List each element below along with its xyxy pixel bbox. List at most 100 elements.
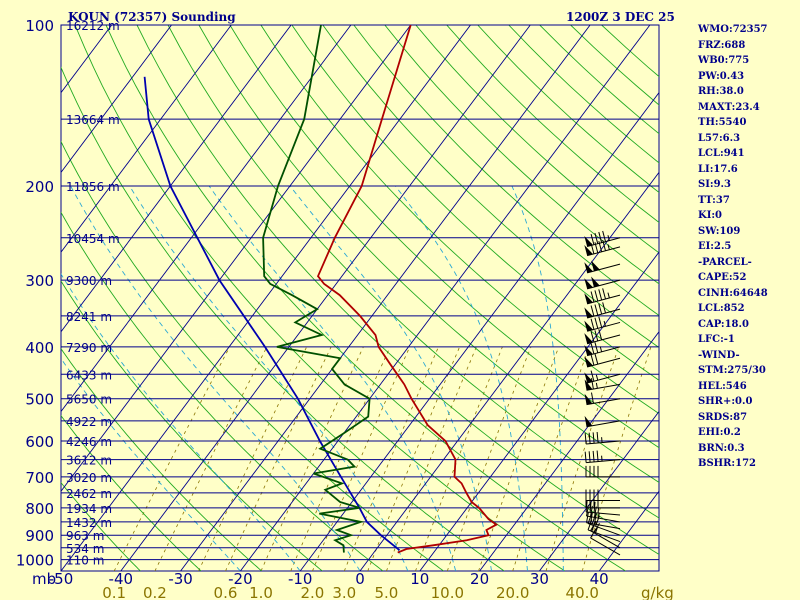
wind-barb-feather [593, 501, 596, 513]
index-entry: HEL:546 [698, 380, 747, 392]
wind-barb-feather [593, 513, 597, 525]
observation-time: 1200Z 3 DEC 25 [566, 10, 675, 24]
wind-barbs [584, 230, 621, 556]
moist-adiabat [61, 273, 301, 571]
wind-barb-flag [591, 276, 600, 288]
wind-barb-feather [584, 451, 587, 463]
dry-adiabat [61, 481, 141, 571]
profiles [143, 25, 499, 554]
dry-adiabat [61, 280, 323, 571]
wind-barb-flag [584, 372, 593, 384]
mixing-ratio-line [343, 346, 439, 571]
index-entry: TT:37 [698, 194, 730, 206]
wind-barb-staff [586, 515, 621, 523]
wind-barb-flag [584, 333, 593, 344]
isotherm-line [61, 25, 471, 571]
isobars [61, 24, 659, 561]
index-entry: RH:38.0 [698, 86, 744, 97]
mixing-ratio-tick-label: 0.1 [102, 584, 126, 600]
mixing-ratio-line [446, 346, 532, 571]
mixing-ratio-tick-label: 0.6 [214, 584, 238, 600]
grid-lines [0, 25, 659, 571]
wind-barb-feather [590, 343, 595, 355]
dry-adiabat [322, 25, 659, 349]
index-entry: LI:17.6 [698, 163, 738, 175]
moist-adiabat [208, 185, 457, 571]
wind-barb-staff [586, 511, 621, 516]
pressure-tick-label: 700 [25, 469, 54, 487]
wind-barb-staff [586, 522, 621, 530]
height-label: 4922 m [66, 415, 112, 429]
height-label: 10454 m [66, 232, 120, 246]
mixing-ratio-line [367, 346, 460, 571]
wind-barb-staff [586, 383, 621, 391]
isotherm-line [0, 25, 52, 571]
wind-barb-feather [594, 290, 599, 302]
isotherm-line [299, 91, 659, 571]
wind-barb-feather [594, 232, 599, 244]
wind-barb-feather [590, 291, 595, 303]
temperature-tick-label: -50 [49, 570, 74, 588]
wind-barb-staff [590, 537, 621, 556]
pressure-tick-label: 800 [25, 500, 54, 518]
dry-adiabat [61, 414, 202, 571]
wind-barb-flag [591, 260, 600, 272]
wind-barb-flag [584, 307, 593, 318]
wind-barb-half-feather [595, 382, 598, 389]
wind-barb-feather [588, 451, 591, 463]
dewpoint-profile-line [262, 25, 371, 553]
index-entry: WMO:72357 [698, 24, 768, 35]
wind-barb-feather [593, 506, 597, 518]
wind-barb-feather [586, 505, 589, 517]
temperature-tick-label: -40 [109, 570, 134, 588]
dry-adiabat [167, 25, 659, 519]
pressure-tick-label: 100 [25, 17, 54, 35]
index-entry: LCL:852 [698, 303, 745, 314]
dry-adiabat [415, 25, 659, 254]
height-label: 6433 m [66, 368, 112, 382]
pressure-tick-label: 200 [25, 178, 54, 196]
mixing-ratio-line [415, 346, 503, 571]
dry-adiabat [136, 25, 659, 555]
wind-barb-feather [598, 231, 603, 243]
mixing-ratio-tick-label: 40.0 [566, 584, 599, 600]
isotherm-line [359, 171, 659, 571]
wind-barb-flag [584, 415, 593, 427]
mixing-ratio-unit-label: g/kg [641, 584, 674, 600]
mixing-ratio-line [225, 346, 332, 571]
isotherm-line [539, 410, 659, 571]
wind-barb-feather [584, 433, 587, 445]
wind-barb-feather [594, 304, 599, 316]
plot-frame [60, 24, 660, 572]
index-entry: CAPE:52 [698, 272, 747, 283]
height-label: 534 m [66, 542, 104, 556]
wind-barb-feather [594, 317, 599, 329]
wind-barb-half-feather [607, 292, 610, 299]
index-entry: SW:109 [698, 225, 741, 237]
wind-barb-feather [591, 378, 594, 390]
parcel-trace-line [143, 76, 401, 551]
isotherm-line [180, 25, 591, 571]
index-entry: FRZ:688 [698, 39, 746, 51]
height-label: 1432 m [66, 516, 112, 530]
index-entry: KI:0 [698, 210, 723, 221]
station-title: KOUN (72357) Sounding [68, 10, 236, 24]
pressure-tick-label: 600 [25, 433, 54, 451]
height-label: 7290 m [66, 341, 112, 355]
wind-barb-feather [598, 316, 603, 328]
isotherm-line [61, 25, 172, 174]
mixing-ratio-line [260, 346, 364, 571]
index-entry: EI:2.5 [698, 241, 732, 252]
index-entry: PW:0.43 [698, 70, 745, 82]
wind-barb-feather [602, 288, 606, 300]
isotherm-line [240, 25, 651, 571]
mixing-ratio-line [512, 346, 590, 571]
wind-barb-feather [596, 450, 599, 462]
mixing-ratio-line [312, 346, 411, 571]
pressure-tick-label: 400 [25, 339, 54, 357]
wind-barb-feather [590, 331, 595, 343]
index-entry: BSHR:172 [698, 458, 756, 469]
wind-barb-feather [598, 303, 603, 315]
wind-barb-staff [586, 459, 621, 464]
